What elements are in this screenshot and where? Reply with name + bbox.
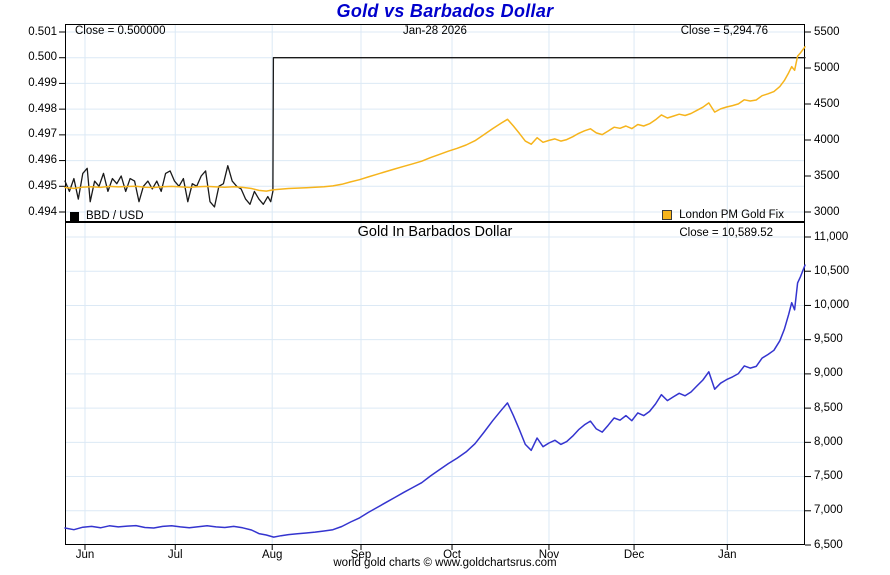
top-right-axis-tick-label: 4500 [814, 97, 840, 110]
top-right-axis-tick-label: 5000 [814, 61, 840, 74]
top-right-axis-tick-label: 5500 [814, 25, 840, 38]
top-left-axis-tick-label: 0.494 [28, 205, 57, 218]
legend-london-pm-gold-fix-label: London PM Gold Fix [679, 209, 784, 221]
bottom-right-axis-tick-label: 10,000 [814, 298, 850, 311]
x-axis-month-label: Nov [538, 549, 560, 561]
x-axis-month-label: Sep [350, 549, 372, 561]
top-right-axis-tick-label: 3000 [814, 205, 840, 218]
top-left-axis-tick-label: 0.501 [28, 25, 57, 38]
bottom-right-axis-tick-label: 7,000 [814, 504, 843, 517]
top-panel-close-right-label: Close = 5,294.76 [680, 25, 768, 37]
legend-bbd-usd: BBD / USD [70, 210, 144, 222]
bottom-right-axis-tick-label: 10,500 [814, 264, 850, 277]
x-axis-month-label: Jun [75, 549, 95, 561]
top-left-axis-tick-label: 0.498 [28, 102, 57, 115]
page-title: Gold vs Barbados Dollar [336, 1, 554, 21]
bottom-right-axis-tick-label: 9,000 [814, 367, 843, 380]
gold-fix-legend-swatch-icon [662, 210, 673, 220]
top-left-axis-tick-label: 0.497 [28, 128, 57, 141]
top-left-axis-tick-label: 0.500 [28, 51, 57, 64]
legend-bbd-usd-label: BBD / USD [86, 210, 144, 222]
bottom-right-axis-tick-label: 6,500 [814, 538, 843, 551]
top-panel-date-label: Jan-28 2026 [403, 25, 467, 37]
bottom-right-axis-tick-label: 11,000 [814, 230, 849, 243]
legend-london-pm-gold-fix: London PM Gold Fix [662, 209, 784, 221]
top-right-axis-tick-label: 4000 [814, 133, 840, 146]
bottom-right-axis-tick-label: 8,000 [814, 435, 843, 448]
top-left-axis-tick-label: 0.495 [28, 179, 57, 192]
bottom-panel-title: Gold In Barbados Dollar [357, 224, 513, 240]
x-axis-month-label: Jul [167, 549, 183, 561]
top-panel-close-left-label: Close = 0.500000 [75, 25, 166, 37]
bottom-right-axis-tick-label: 7,500 [814, 470, 843, 483]
bottom-panel-close-label: Close = 10,589.52 [679, 227, 773, 239]
x-axis-month-label: Aug [261, 549, 283, 561]
top-right-axis-tick-label: 3500 [814, 169, 840, 182]
bottom-right-axis-tick-label: 8,500 [814, 401, 843, 414]
bottom-right-axis-tick-label: 9,500 [814, 333, 843, 346]
top-left-axis-tick-label: 0.496 [28, 154, 57, 167]
top-left-axis-tick-label: 0.499 [28, 76, 57, 89]
x-axis-month-label: Jan [718, 549, 737, 561]
x-axis-month-label: Oct [443, 549, 461, 561]
footer-credit: world gold charts © www.goldchartsrus.co… [333, 557, 557, 569]
bbd-usd-legend-swatch-icon [70, 211, 79, 221]
x-axis-month-label: Dec [623, 549, 645, 561]
